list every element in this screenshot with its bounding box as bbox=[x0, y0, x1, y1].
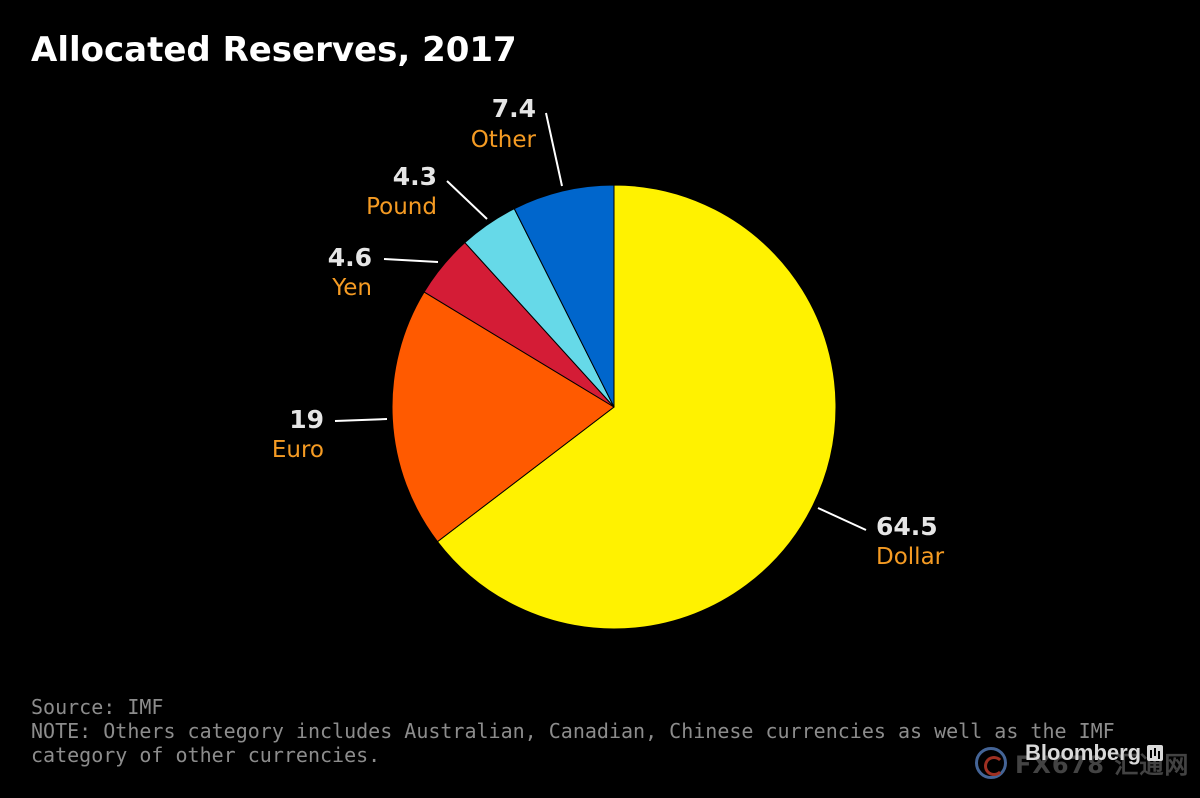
pie-slice-other bbox=[513, 184, 615, 408]
value-label-yen: 4.6 bbox=[328, 243, 372, 272]
watermark-logo-icon bbox=[975, 746, 1007, 779]
value-label-pound: 4.3 bbox=[393, 162, 437, 191]
footnote-line-1: NOTE: Others category includes Australia… bbox=[31, 719, 1115, 743]
brand-name: Bloomberg bbox=[1025, 740, 1142, 765]
leader-line-yen bbox=[383, 258, 439, 263]
footnote-line-2: category of other currencies. bbox=[31, 743, 381, 767]
category-label-euro: Euro bbox=[272, 437, 324, 463]
pie-slice-dollar bbox=[436, 184, 837, 630]
category-label-pound: Pound bbox=[366, 194, 437, 220]
pie-slice-euro bbox=[391, 291, 615, 543]
category-label-other: Other bbox=[471, 127, 537, 153]
leader-line-dollar bbox=[817, 507, 867, 531]
chart-footer: Source: IMF NOTE: Others category includ… bbox=[31, 695, 1115, 767]
leader-line-other bbox=[545, 112, 563, 187]
leader-line-euro bbox=[334, 418, 388, 422]
category-label-dollar: Dollar bbox=[876, 544, 945, 570]
value-label-dollar: 64.5 bbox=[876, 512, 938, 541]
bloomberg-logo: Bloomberg bbox=[1025, 740, 1164, 766]
value-label-euro: 19 bbox=[289, 405, 324, 434]
bar-chart-icon bbox=[1147, 745, 1164, 761]
category-label-yen: Yen bbox=[331, 275, 372, 301]
chart-title: Allocated Reserves, 2017 bbox=[31, 30, 517, 70]
source-note: Source: IMF bbox=[31, 695, 164, 719]
value-label-other: 7.4 bbox=[492, 94, 536, 123]
leader-line-pound bbox=[446, 180, 488, 220]
